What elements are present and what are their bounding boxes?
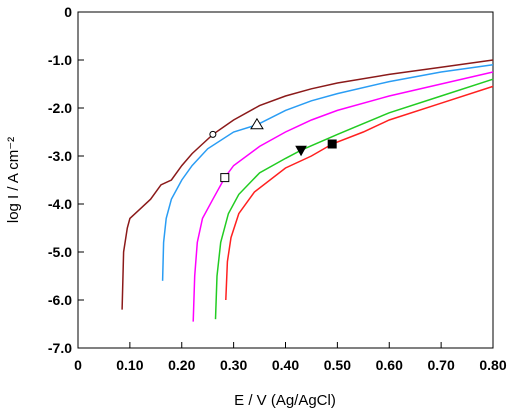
x-tick-label: 0.60 (376, 357, 403, 373)
x-tick-label: 0.70 (428, 357, 455, 373)
series-line (161, 64, 494, 281)
x-tick-label: 0 (74, 357, 82, 373)
series-line (192, 71, 494, 322)
plot-frame (77, 11, 494, 349)
x-tick-label: 0.50 (324, 357, 351, 373)
y-tick-label: -4.0 (48, 196, 72, 212)
marker (250, 117, 264, 130)
marker (220, 173, 230, 183)
x-tick-label: 0.10 (116, 357, 143, 373)
x-tick-label: 0.20 (168, 357, 195, 373)
marker (295, 145, 307, 157)
x-axis-label: E / V (Ag/AgCl) (234, 392, 336, 409)
series-line (121, 59, 494, 310)
y-tick-label: -2.0 (48, 100, 72, 116)
y-tick-label: -5.0 (48, 244, 72, 260)
y-tick-label: -6.0 (48, 292, 72, 308)
series-line (225, 85, 494, 301)
x-tick-label: 0.40 (272, 357, 299, 373)
x-tick-label: 0.30 (220, 357, 247, 373)
series-line (214, 78, 494, 320)
y-tick-label: -7.0 (48, 340, 72, 356)
y-tick-label: -1.0 (48, 52, 72, 68)
y-axis-label: log I / A cm⁻² (5, 137, 22, 223)
x-tick-label: 0.80 (479, 357, 506, 373)
marker (327, 139, 337, 149)
marker (209, 130, 217, 138)
y-tick-label: 0 (64, 4, 72, 20)
y-tick-label: -3.0 (48, 148, 72, 164)
